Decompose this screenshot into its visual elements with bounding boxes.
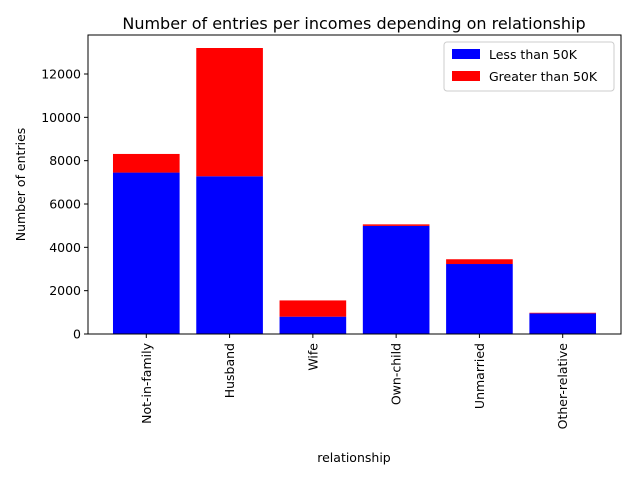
x-tick-label: Wife — [305, 343, 320, 371]
y-tick-label: 12000 — [41, 67, 81, 82]
chart-title: Number of entries per incomes depending … — [122, 14, 585, 33]
bar-not-in-family-greater-than-50k — [112, 153, 180, 173]
x-axis: Not-in-family Husband Wife Own-child Unmarri… — [139, 334, 570, 429]
legend-swatch-less-than-50k — [452, 49, 480, 59]
bar-not-in-family-less-than-50k — [112, 172, 180, 334]
legend-label-less-than-50k: Less than 50K — [489, 47, 578, 62]
x-tick-label: Not-in-family — [139, 342, 154, 423]
bar-husband-greater-than-50k — [196, 48, 263, 177]
bar-other-relative-less-than-50k — [529, 313, 597, 334]
x-axis-label: relationship — [317, 450, 391, 465]
x-tick-label: Own-child — [389, 343, 404, 405]
bar-other-relative-greater-than-50k — [529, 312, 597, 314]
x-tick-label: Husband — [222, 343, 237, 398]
bar-own-child-less-than-50k — [362, 225, 430, 334]
y-axis-label: Number of entries — [13, 128, 28, 242]
bars-group — [112, 48, 597, 334]
y-tick-label: 0 — [73, 327, 81, 342]
legend-swatch-greater-than-50k — [452, 71, 480, 81]
x-tick-label: Unmarried — [472, 343, 487, 409]
bar-wife-less-than-50k — [279, 316, 347, 334]
bar-wife-greater-than-50k — [279, 300, 347, 317]
y-tick-label: 8000 — [49, 153, 81, 168]
bar-own-child-greater-than-50k — [362, 224, 430, 226]
y-tick-label: 6000 — [49, 197, 81, 212]
legend: Less than 50K Greater than 50K — [443, 41, 615, 92]
y-tick-label: 4000 — [49, 240, 81, 255]
legend-frame — [443, 41, 615, 92]
y-tick-label: 2000 — [49, 283, 81, 298]
y-tick-label: 10000 — [41, 110, 81, 125]
legend-label-greater-than-50k: Greater than 50K — [489, 69, 598, 84]
y-axis: 0 2000 4000 6000 8000 10000 12000 — [41, 67, 88, 342]
bar-unmarried-less-than-50k — [446, 264, 513, 334]
x-tick-label: Other-relative — [555, 343, 570, 430]
plot-frame — [87, 34, 622, 335]
bar-husband-less-than-50k — [196, 176, 263, 334]
bar-unmarried-greater-than-50k — [446, 259, 513, 265]
